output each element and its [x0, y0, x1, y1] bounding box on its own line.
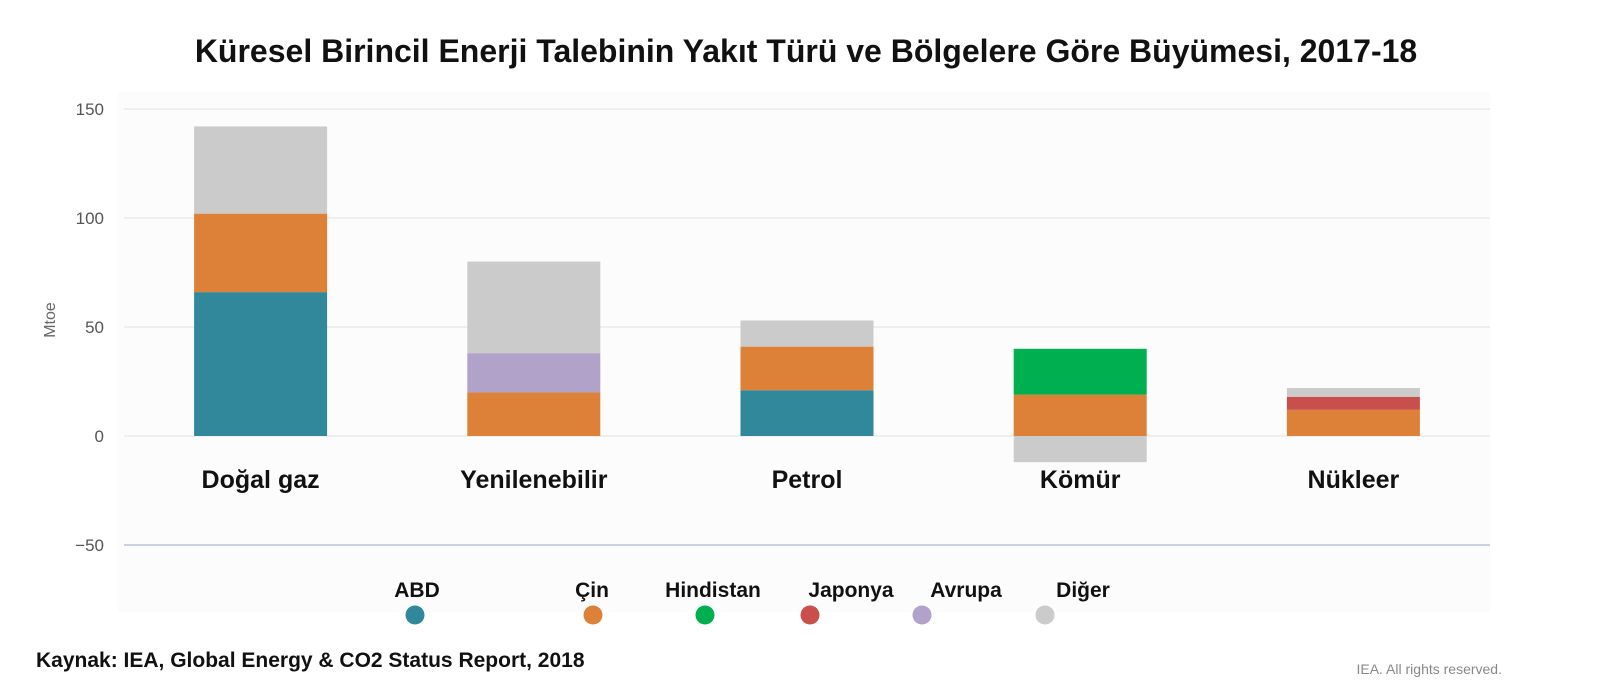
legend-label: Avrupa	[930, 579, 1002, 602]
legend-marker	[800, 605, 820, 625]
category-label: Petrol	[772, 466, 843, 494]
y-tick-label: 100	[76, 209, 104, 228]
category-labels: Doğal gaz Yenilenebilir Petrol Kömür Nükleer	[202, 466, 1400, 494]
chart-title: Küresel Birincil Enerji Talebinin Yakıt …	[195, 33, 1417, 69]
bar-segment	[1013, 436, 1147, 463]
bar-segment	[194, 292, 328, 436]
bar-segment	[740, 320, 874, 347]
legend-label: ABD	[394, 579, 440, 602]
bar-segment	[1286, 409, 1420, 436]
legend-marker	[405, 605, 425, 625]
bar-segment	[1013, 394, 1147, 436]
bar-segment	[194, 213, 328, 293]
category-label: Yenilenebilir	[460, 466, 608, 494]
bar-segment	[740, 346, 874, 391]
bar-segment	[740, 390, 874, 436]
legend-label: Çin	[575, 579, 609, 602]
bar-segment	[1286, 396, 1420, 410]
legend: ABD Çin Hindistan Japonya Avrupa Diğer	[394, 579, 1110, 625]
legend-marker	[912, 605, 932, 625]
bar-segment	[1013, 348, 1147, 395]
category-label: Nükleer	[1308, 466, 1400, 494]
legend-label: Diğer	[1056, 579, 1110, 602]
y-tick-label: 0	[95, 427, 104, 446]
bar-segment	[467, 392, 601, 436]
source-note: Kaynak: IEA, Global Energy & CO2 Status …	[36, 649, 585, 672]
legend-marker	[1035, 605, 1055, 625]
y-tick-label: −50	[75, 536, 104, 555]
category-label: Doğal gaz	[202, 466, 320, 494]
legend-label: Hindistan	[665, 579, 761, 602]
bar-segment	[1286, 388, 1420, 397]
bar-layer	[194, 126, 1420, 463]
bar-segment	[467, 261, 601, 354]
grid-lines: 150 100 50 0 −50	[75, 100, 1490, 555]
legend-marker	[583, 605, 603, 625]
legend-marker	[695, 605, 715, 625]
y-axis-label: Mtoe	[42, 302, 59, 338]
category-label: Kömür	[1040, 466, 1121, 494]
y-tick-label: 150	[76, 100, 104, 119]
bar-segment	[467, 353, 601, 393]
legend-label: Japonya	[808, 579, 894, 602]
y-tick-label: 50	[85, 318, 104, 337]
bar-segment	[194, 126, 328, 214]
rights-note: IEA. All rights reserved.	[1356, 661, 1502, 677]
